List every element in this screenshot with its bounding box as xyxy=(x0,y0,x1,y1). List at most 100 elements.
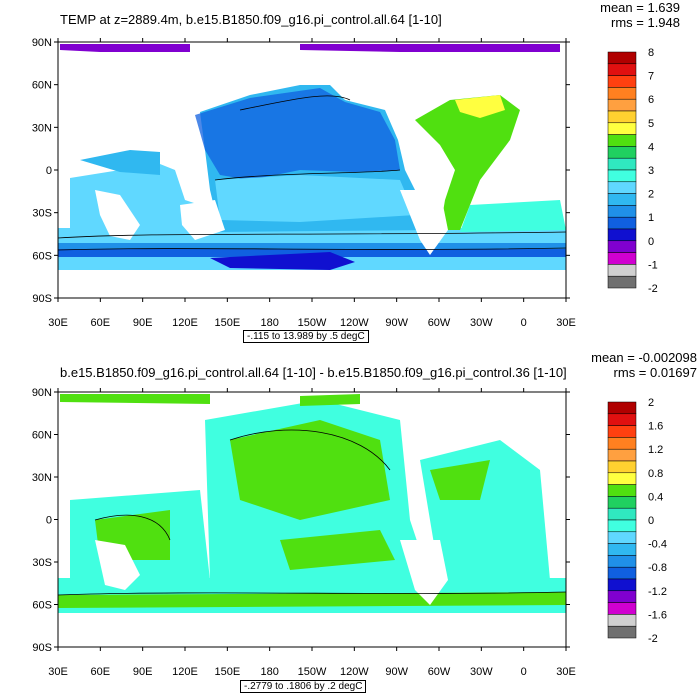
lon-label: 150E xyxy=(214,317,240,329)
colorbar-swatch xyxy=(607,401,637,415)
panel1-map xyxy=(58,42,566,298)
colorbar-swatch xyxy=(607,425,637,438)
panel1-rms: rms = 1.948 xyxy=(610,15,680,30)
colorbar-swatch xyxy=(607,75,637,88)
lon-label: 90W xyxy=(385,666,408,678)
colorbar-swatch xyxy=(607,216,637,230)
colorbar-swatch xyxy=(607,602,637,615)
lon-label: 30W xyxy=(470,317,493,329)
colorbar-label: -0.4 xyxy=(648,539,667,551)
colorbar-swatch xyxy=(607,484,637,497)
lon-label: 60E xyxy=(91,666,111,678)
colorbar-swatch xyxy=(607,169,637,183)
panel1-title: TEMP at z=2889.4m, b.e15.B1850.f09_g16.p… xyxy=(60,12,442,27)
colorbar-label: -1.2 xyxy=(648,586,667,598)
lon-label: 120E xyxy=(172,317,198,329)
colorbar-swatch xyxy=(607,134,637,147)
lon-label: 90E xyxy=(133,666,153,678)
colorbar-swatch xyxy=(607,531,637,544)
colorbar-swatch xyxy=(607,63,637,76)
lat-label: 30S xyxy=(32,208,52,220)
colorbar-swatch xyxy=(607,122,637,135)
colorbar-swatch xyxy=(607,566,637,580)
panel1-colorbar: 8 7 6 5 4 3 2 1 0 -1 -2 xyxy=(607,47,658,295)
lat-label: 0 xyxy=(46,165,52,177)
colorbar-label: -0.8 xyxy=(648,562,667,574)
colorbar-label: 1 xyxy=(648,212,654,224)
lon-label: 150E xyxy=(214,666,240,678)
lon-label: 90E xyxy=(133,317,153,329)
lon-label: 90W xyxy=(385,317,408,329)
axis-ticks: 90N 60N 30N 0 30S 60S 90S 30E 60E 90E 120E 150E 180 1… xyxy=(32,37,576,678)
panel2-rms: rms = 0.01697 xyxy=(613,365,697,380)
lon-label: 120W xyxy=(340,317,369,329)
colorbar-swatch xyxy=(607,578,637,592)
colorbar-swatch xyxy=(607,472,637,485)
lon-label: 180 xyxy=(260,666,278,678)
colorbar-swatch xyxy=(607,110,637,124)
colorbar-swatch xyxy=(607,205,637,218)
colorbar-swatch xyxy=(607,51,637,65)
colorbar-swatch xyxy=(607,157,637,171)
colorbar-swatch xyxy=(607,543,637,556)
colorbar-label: -1 xyxy=(648,259,658,271)
colorbar-label: 8 xyxy=(648,47,654,59)
lat-label: 90N xyxy=(32,387,52,399)
lat-label: 60S xyxy=(32,250,52,262)
colorbar-swatch xyxy=(607,590,637,603)
panel2-mean: mean = -0.002098 xyxy=(591,350,697,365)
colorbar-label: 1.2 xyxy=(648,444,663,456)
lon-label: 150W xyxy=(298,666,327,678)
colorbar-label: 7 xyxy=(648,71,654,83)
colorbar-label: 3 xyxy=(648,165,654,177)
lat-label: 30N xyxy=(32,122,52,134)
colorbar-swatch xyxy=(607,448,637,462)
colorbar-label: -1.6 xyxy=(648,609,667,621)
colorbar-swatch xyxy=(607,507,637,521)
lon-label: 60W xyxy=(428,317,451,329)
colorbar-swatch xyxy=(607,614,637,627)
lon-label: 60E xyxy=(91,317,111,329)
lat-label: 90S xyxy=(32,642,52,654)
colorbar-swatch xyxy=(607,228,637,242)
colorbar-swatch xyxy=(607,87,637,100)
lon-label: 180 xyxy=(260,317,278,329)
colorbar-label: 1.6 xyxy=(648,421,663,433)
lon-label: 120W xyxy=(340,666,369,678)
lon-label: 30E xyxy=(48,317,68,329)
lon-label: 30E xyxy=(556,317,576,329)
lon-label: 0 xyxy=(521,317,527,329)
lat-label: 90S xyxy=(32,293,52,305)
colorbar-label: 4 xyxy=(648,141,654,153)
colorbar-swatch xyxy=(607,264,637,277)
colorbar-swatch xyxy=(607,625,637,639)
lon-label: 60W xyxy=(428,666,451,678)
colorbar-label: 0 xyxy=(648,236,654,248)
colorbar-label: 5 xyxy=(648,118,654,130)
colorbar-label: 6 xyxy=(648,94,654,106)
colorbar-swatch xyxy=(607,275,637,289)
panel2-title: b.e15.B1850.f09_g16.pi_control.all.64 [1… xyxy=(60,365,567,380)
lat-label: 60N xyxy=(32,80,52,92)
colorbar-swatch xyxy=(607,519,637,533)
colorbar-swatch xyxy=(607,98,637,112)
lat-label: 0 xyxy=(46,515,52,527)
colorbar-label: -2 xyxy=(648,283,658,295)
lon-label: 30E xyxy=(48,666,68,678)
lat-label: 90N xyxy=(32,37,52,49)
colorbar-swatch xyxy=(607,460,637,474)
colorbar-swatch xyxy=(607,555,637,568)
colorbar-label: 0.4 xyxy=(648,491,663,503)
lat-label: 60S xyxy=(32,600,52,612)
panel1-mean: mean = 1.639 xyxy=(600,0,680,15)
lat-label: 30S xyxy=(32,557,52,569)
lon-label: 30W xyxy=(470,666,493,678)
colorbar-swatch xyxy=(607,240,637,253)
lat-label: 60N xyxy=(32,430,52,442)
lon-label: 0 xyxy=(521,666,527,678)
colorbar-swatch xyxy=(607,146,637,159)
panel2-map xyxy=(58,392,566,647)
colorbar-swatch xyxy=(607,181,637,194)
colorbar-swatch xyxy=(607,413,637,426)
